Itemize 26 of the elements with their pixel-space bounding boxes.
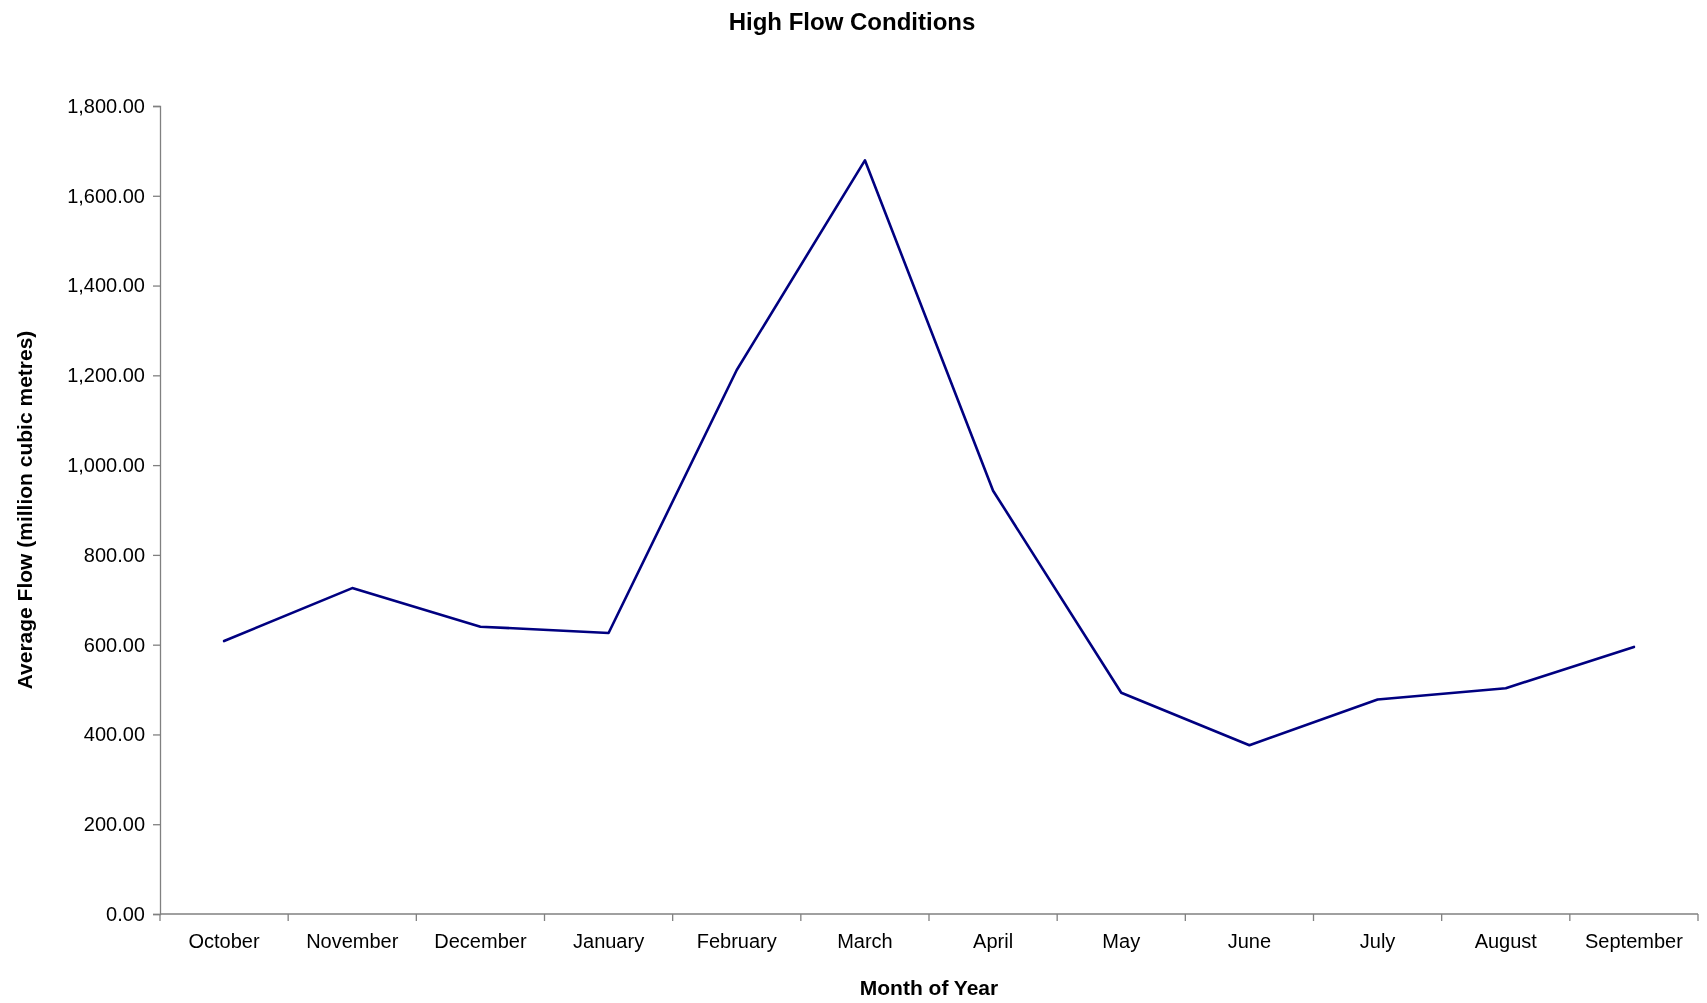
chart-title: High Flow Conditions: [728, 8, 976, 35]
x-tick-label: April: [973, 930, 1014, 953]
y-tick-label: 0.00: [106, 902, 145, 925]
y-tick-label: 600.00: [83, 633, 145, 656]
line-series: [222, 159, 1636, 747]
x-tick-label: May: [1102, 930, 1141, 953]
x-tick-label: November: [306, 930, 399, 953]
y-tick-label: 400.00: [83, 723, 145, 746]
x-tick-label: October: [188, 930, 260, 953]
y-tick-label: 1,600.00: [67, 184, 145, 207]
y-tick-label: 1,200.00: [67, 364, 145, 387]
x-tick-label: August: [1474, 930, 1538, 953]
x-tick-label: January: [573, 930, 645, 953]
y-tick-label: 1,000.00: [67, 454, 145, 477]
x-tick-label: July: [1359, 930, 1396, 953]
x-tick-label: September: [1584, 930, 1684, 953]
x-tick-label: December: [434, 930, 527, 953]
y-tick-label: 200.00: [83, 813, 145, 836]
x-tick-label: June: [1227, 930, 1272, 953]
y-tick-label: 800.00: [83, 543, 145, 566]
x-axis-title: Month of Year: [859, 976, 999, 999]
x-tick-label: March: [837, 930, 893, 953]
y-axis-title: Average Flow (million cubic metres): [13, 330, 36, 690]
x-tick-label: February: [696, 930, 777, 953]
y-tick-label: 1,800.00: [67, 94, 145, 117]
y-tick-label: 1,400.00: [67, 274, 145, 297]
